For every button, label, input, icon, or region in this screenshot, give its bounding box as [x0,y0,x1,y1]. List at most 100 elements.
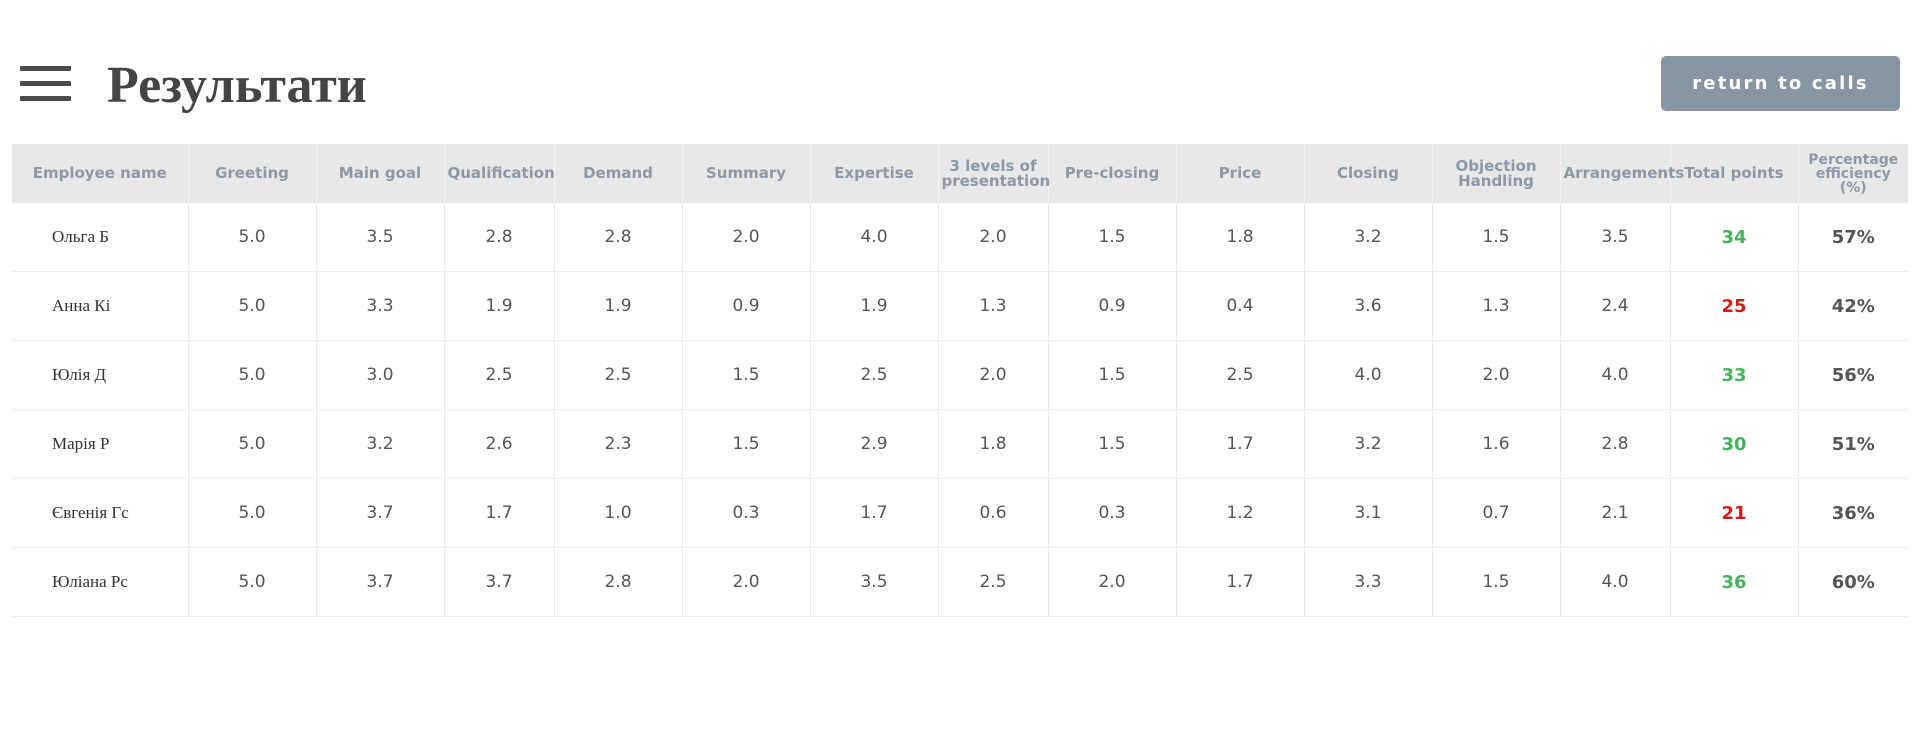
table-row[interactable]: Анна Кі 5.0 3.3 1.9 1.9 0.9 1.9 1.3 0.9 0.4 3.6 1.3… [12,271,1908,341]
employee-name-cell[interactable]: Євгенія Гс [12,478,189,548]
table-row[interactable]: Юлія Д 5.0 3.0 2.5 2.5 1.5 2.5 2.0 1.5 2.5 4.0 2.0 4… [12,340,1908,410]
column-header-demand[interactable]: Demand [554,144,683,203]
column-header-price[interactable]: Price [1176,144,1305,203]
score-cell: 5.0 [188,203,317,272]
column-header-qualification[interactable]: Qualification [444,144,555,203]
employee-name-cell[interactable]: Анна Кі [12,271,189,341]
score-cell: 5.0 [188,271,317,341]
score-cell: 2.8 [554,547,683,617]
column-header-percentage-efficiency[interactable]: Percentage efficiency (%) [1798,144,1908,203]
score-cell: 1.7 [810,478,939,548]
score-cell: 1.8 [938,409,1049,479]
score-cell: 0.4 [1176,271,1305,341]
score-cell: 2.5 [1176,340,1305,410]
score-cell: 3.3 [1304,547,1433,617]
menu-line [20,96,71,101]
score-cell: 2.6 [444,409,555,479]
score-cell: 5.0 [188,478,317,548]
employee-name-cell[interactable]: Марія Р [12,409,189,479]
score-cell: 4.0 [810,203,939,272]
score-cell: 3.0 [316,340,445,410]
score-cell: 1.3 [938,271,1049,341]
score-cell: 0.9 [682,271,811,341]
efficiency-cell: 42% [1798,271,1908,341]
efficiency-cell: 51% [1798,409,1908,479]
score-cell: 1.3 [1432,271,1561,341]
score-cell: 2.9 [810,409,939,479]
column-header-arrangements[interactable]: Arrangements [1560,144,1684,203]
score-cell: 1.5 [1048,409,1177,479]
score-cell: 3.3 [316,271,445,341]
score-cell: 3.5 [316,203,445,272]
score-cell: 1.5 [1432,547,1561,617]
efficiency-cell: 56% [1798,340,1908,410]
column-header-main-goal[interactable]: Main goal [316,144,445,203]
column-header-objection-handling[interactable]: Objection Handling [1432,144,1561,203]
score-cell: 3.2 [316,409,445,479]
score-cell: 1.0 [554,478,683,548]
column-header-summary[interactable]: Summary [682,144,811,203]
score-cell: 0.3 [1048,478,1177,548]
table-row[interactable]: Євгенія Гс 5.0 3.7 1.7 1.0 0.3 1.7 0.6 0.3 1.2 3.1… [12,478,1908,548]
score-cell: 1.5 [1432,203,1561,272]
employee-name-cell[interactable]: Юліана Рс [12,547,189,617]
score-cell: 4.0 [1560,340,1671,410]
score-cell: 5.0 [188,547,317,617]
score-cell: 2.0 [938,340,1049,410]
column-header-closing[interactable]: Closing [1304,144,1433,203]
score-cell: 3.5 [810,547,939,617]
table-header: Employee name Greeting Main goal Qualifi… [12,144,1908,203]
score-cell: 1.5 [1048,340,1177,410]
total-points-cell: 33 [1670,340,1799,410]
score-cell: 3.2 [1304,409,1433,479]
column-header-employee-name[interactable]: Employee name [12,144,189,203]
column-header-total-points[interactable]: Total points [1670,144,1799,203]
score-cell: 2.0 [1048,547,1177,617]
score-cell: 1.5 [682,409,811,479]
score-cell: 2.0 [682,547,811,617]
column-header-greeting[interactable]: Greeting [188,144,317,203]
score-cell: 1.7 [444,478,555,548]
score-cell: 2.5 [444,340,555,410]
column-header-expertise[interactable]: Expertise [810,144,939,203]
score-cell: 2.1 [1560,478,1671,548]
score-cell: 3.7 [316,478,445,548]
total-points-cell: 30 [1670,409,1799,479]
page-title: Результати [107,57,367,114]
column-header-pre-closing[interactable]: Pre-closing [1048,144,1177,203]
efficiency-cell: 36% [1798,478,1908,548]
table-row[interactable]: Юліана Рс 5.0 3.7 3.7 2.8 2.0 3.5 2.5 2.0 1.7 3.3 1… [12,547,1908,617]
score-cell: 0.6 [938,478,1049,548]
efficiency-cell: 57% [1798,203,1908,272]
score-cell: 1.9 [554,271,683,341]
hamburger-menu-icon[interactable] [20,66,71,101]
total-points-cell: 36 [1670,547,1799,617]
table-row[interactable]: Марія Р 5.0 3.2 2.6 2.3 1.5 2.9 1.8 1.5 1.7 3.2 1.6… [12,409,1908,479]
score-cell: 3.5 [1560,203,1671,272]
score-cell: 2.8 [444,203,555,272]
score-cell: 1.7 [1176,409,1305,479]
total-points-cell: 21 [1670,478,1799,548]
score-cell: 1.9 [444,271,555,341]
employee-name-cell[interactable]: Юлія Д [12,340,189,410]
score-cell: 1.5 [1048,203,1177,272]
score-cell: 0.3 [682,478,811,548]
score-cell: 4.0 [1560,547,1671,617]
score-cell: 3.6 [1304,271,1433,341]
return-to-calls-button[interactable]: return to calls [1661,56,1900,111]
score-cell: 2.5 [938,547,1049,617]
column-header-3-levels-of-presentation[interactable]: 3 levels of presentation [938,144,1050,203]
score-cell: 5.0 [188,340,317,410]
score-cell: 2.0 [938,203,1049,272]
table-body: Ольга Б 5.0 3.5 2.8 2.8 2.0 4.0 2.0 1.5 1.8 3.2 1.5… [12,203,1908,617]
total-points-cell: 34 [1670,203,1799,272]
score-cell: 3.7 [316,547,445,617]
score-cell: 2.5 [554,340,683,410]
score-cell: 3.2 [1304,203,1433,272]
score-cell: 4.0 [1304,340,1433,410]
score-cell: 3.7 [444,547,555,617]
table-row[interactable]: Ольга Б 5.0 3.5 2.8 2.8 2.0 4.0 2.0 1.5 1.8 3.2 1.5… [12,203,1908,272]
score-cell: 1.9 [810,271,939,341]
score-cell: 1.7 [1176,547,1305,617]
employee-name-cell[interactable]: Ольга Б [12,203,189,272]
